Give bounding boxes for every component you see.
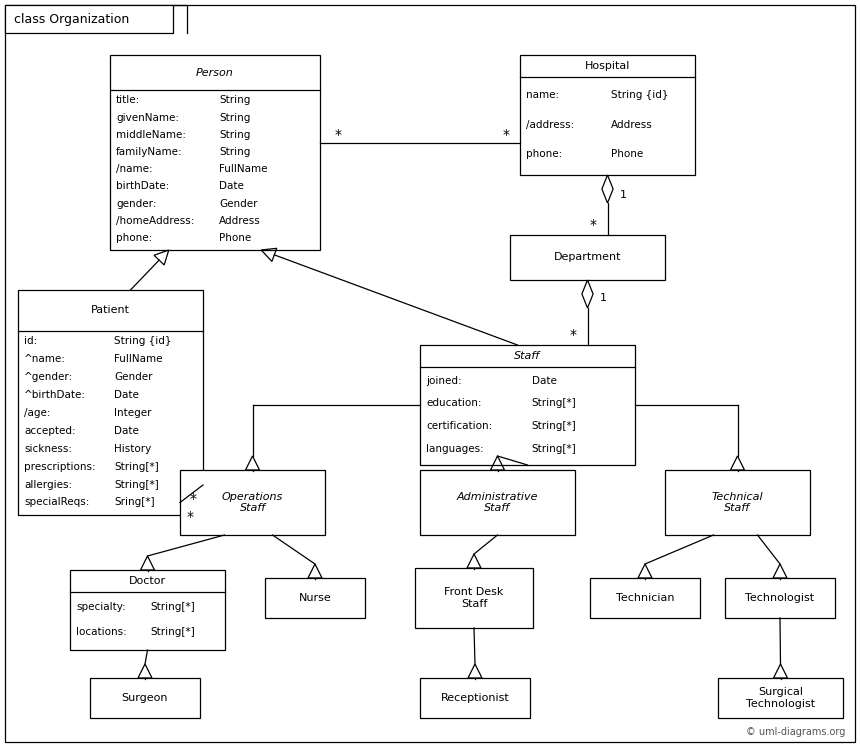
Bar [510,235,665,280]
Text: title:: title: [116,96,140,105]
Bar [420,678,530,718]
Text: String {id}: String {id} [114,336,172,347]
Text: Receptionist: Receptionist [440,693,509,703]
Bar [665,470,810,535]
Text: String[*]: String[*] [150,602,195,612]
Text: 1: 1 [620,190,627,200]
Text: prescriptions:: prescriptions: [24,462,95,471]
Text: /address:: /address: [526,120,574,129]
Bar [415,568,533,628]
Text: phone:: phone: [526,149,562,159]
Text: Person: Person [196,67,234,78]
Text: Technical
Staff: Technical Staff [712,492,764,513]
Text: Nurse: Nurse [298,593,331,603]
Text: class Organization: class Organization [14,13,129,25]
Text: allergies:: allergies: [24,480,72,489]
Text: String[*]: String[*] [531,421,576,431]
Text: History: History [114,444,151,453]
Text: name:: name: [526,90,559,100]
Text: *: * [189,492,196,506]
Text: /homeAddress:: /homeAddress: [116,216,194,226]
Text: Technologist: Technologist [746,593,814,603]
Text: familyName:: familyName: [116,147,182,157]
Bar [70,570,225,650]
Text: languages:: languages: [426,444,483,454]
Bar [520,55,695,175]
Bar [420,470,575,535]
Text: *: * [187,509,194,524]
Text: ^birthDate:: ^birthDate: [24,390,86,400]
Bar [110,55,320,250]
Text: Doctor: Doctor [129,576,166,586]
Text: *: * [502,128,509,142]
Bar [18,290,203,515]
Bar [590,578,700,618]
Text: phone:: phone: [116,233,152,243]
Text: accepted:: accepted: [24,426,76,436]
Bar [420,345,635,465]
Text: 1: 1 [600,293,607,303]
Text: Hospital: Hospital [585,61,630,71]
Text: String {id}: String {id} [611,90,668,100]
Text: Gender: Gender [114,372,153,382]
Text: ^name:: ^name: [24,354,66,364]
Text: Integer: Integer [114,408,151,418]
Text: Operations
Staff: Operations Staff [222,492,283,513]
Text: specialty:: specialty: [76,602,126,612]
Text: String: String [219,130,250,140]
Text: String[*]: String[*] [150,627,195,637]
Text: gender:: gender: [116,199,157,208]
Text: /name:: /name: [116,164,152,174]
Text: Date: Date [114,390,139,400]
Text: givenName:: givenName: [116,113,179,123]
Text: id:: id: [24,336,37,347]
Text: Front Desk
Staff: Front Desk Staff [445,587,504,609]
Text: String[*]: String[*] [114,480,159,489]
Text: Staff: Staff [514,351,541,361]
Text: Date: Date [114,426,139,436]
Bar [265,578,365,618]
Text: ^gender:: ^gender: [24,372,73,382]
Text: String[*]: String[*] [531,398,576,409]
Text: locations:: locations: [76,627,126,637]
Text: Sring[*]: Sring[*] [114,498,155,507]
Text: joined:: joined: [426,376,462,385]
Text: /age:: /age: [24,408,51,418]
Text: Gender: Gender [219,199,258,208]
Bar [5,5,173,33]
Text: FullName: FullName [219,164,267,174]
Text: FullName: FullName [114,354,163,364]
Text: Phone: Phone [611,149,643,159]
Text: Administrative
Staff: Administrative Staff [457,492,538,513]
Text: sickness:: sickness: [24,444,72,453]
Text: String: String [219,113,250,123]
Text: String: String [219,96,250,105]
Text: String[*]: String[*] [114,462,159,471]
Bar [90,678,200,718]
Text: Address: Address [611,120,653,129]
Text: Date: Date [219,182,244,191]
Text: © uml-diagrams.org: © uml-diagrams.org [746,727,845,737]
Text: Date: Date [531,376,556,385]
Text: education:: education: [426,398,482,409]
Text: Technician: Technician [616,593,674,603]
Text: String[*]: String[*] [531,444,576,454]
Text: Surgeon: Surgeon [122,693,169,703]
Text: *: * [335,128,341,142]
Text: specialReqs:: specialReqs: [24,498,89,507]
Text: middleName:: middleName: [116,130,186,140]
Text: birthDate:: birthDate: [116,182,169,191]
Text: Department: Department [554,252,621,262]
Text: *: * [570,328,577,342]
Bar [725,578,835,618]
Text: *: * [590,218,597,232]
Bar [180,470,325,535]
Text: Surgical
Technologist: Surgical Technologist [746,687,815,709]
Text: Address: Address [219,216,261,226]
Text: String: String [219,147,250,157]
Bar [718,678,843,718]
Text: Patient: Patient [91,306,130,315]
Text: Phone: Phone [219,233,251,243]
Text: certification:: certification: [426,421,492,431]
